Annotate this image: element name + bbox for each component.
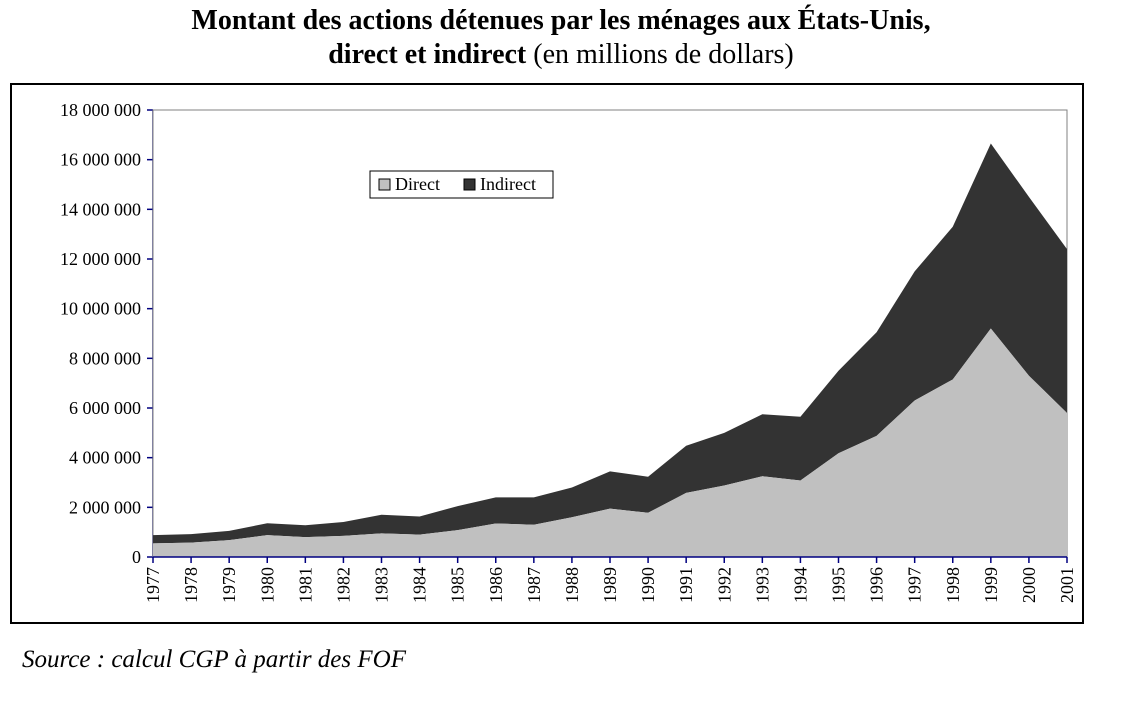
x-tick-label: 1994 [790, 567, 810, 603]
x-tick-label: 1981 [295, 567, 315, 603]
y-tick-label: 6 000 000 [69, 398, 141, 418]
x-tick-label: 1984 [410, 567, 430, 603]
x-tick-label: 2000 [1019, 567, 1039, 603]
y-tick-label: 0 [132, 547, 141, 567]
x-tick-label: 1992 [714, 567, 734, 603]
legend-swatch [378, 178, 391, 191]
x-tick-label: 1985 [448, 567, 468, 603]
x-tick-label: 1990 [638, 567, 658, 603]
y-tick-label: 10 000 000 [60, 299, 141, 319]
legend-label: Direct [395, 174, 440, 194]
x-tick-label: 1987 [524, 567, 544, 603]
plot-area [152, 109, 1068, 558]
x-tick-label: 1977 [143, 567, 163, 603]
y-tick-label: 12 000 000 [60, 249, 141, 269]
legend-swatch [463, 178, 476, 191]
y-tick-label: 2 000 000 [69, 497, 141, 517]
title-line-2-unit: (en millions de dollars) [526, 39, 794, 70]
x-tick-label: 1996 [867, 567, 887, 603]
legend: Direct Indirect [369, 170, 554, 199]
y-tick-label: 16 000 000 [60, 150, 141, 170]
x-tick-label: 1986 [486, 567, 506, 603]
stacked-area-chart: 0 2 000 000 4 000 000 6 000 000 8 000 000 10 … [60, 100, 1077, 603]
x-axis: 1977 1978 1979 1980 1981 1982 1983 1984 1985 1986… [143, 556, 1077, 603]
area-indirect [153, 143, 1067, 544]
legend-box [369, 170, 554, 199]
source-note: Source : calcul CGP à partir des FOF [22, 646, 406, 673]
x-tick-label: 1999 [981, 567, 1001, 603]
x-tick-label: 1979 [219, 567, 239, 603]
x-tick-label: 1997 [905, 567, 925, 603]
x-tick-label: 1980 [257, 567, 277, 603]
chart-title: Montant des actions détenues par les mén… [0, 4, 1122, 72]
y-axis: 0 2 000 000 4 000 000 6 000 000 8 000 000 10 … [60, 100, 154, 567]
title-line-1: Montant des actions détenues par les mén… [191, 5, 931, 36]
y-tick-label: 8 000 000 [69, 348, 141, 368]
y-tick-label: 18 000 000 [60, 100, 141, 120]
x-tick-label: 1998 [943, 567, 963, 603]
legend-label: Indirect [480, 174, 536, 194]
x-tick-label: 2001 [1057, 567, 1077, 603]
x-tick-label: 1978 [181, 567, 201, 603]
x-tick-label: 1982 [333, 567, 353, 603]
x-tick-label: 1988 [562, 567, 582, 603]
y-tick-label: 14 000 000 [60, 199, 141, 219]
title-line-2-bold: direct et indirect [328, 39, 527, 70]
x-tick-label: 1983 [372, 567, 392, 603]
x-tick-label: 1989 [600, 567, 620, 603]
area-direct [153, 328, 1067, 557]
y-tick-label: 4 000 000 [69, 448, 141, 468]
x-tick-label: 1991 [676, 567, 696, 603]
x-tick-label: 1993 [752, 567, 772, 603]
x-tick-label: 1995 [829, 567, 849, 603]
chart-frame: 0 2 000 000 4 000 000 6 000 000 8 000 000 10 … [10, 83, 1084, 624]
